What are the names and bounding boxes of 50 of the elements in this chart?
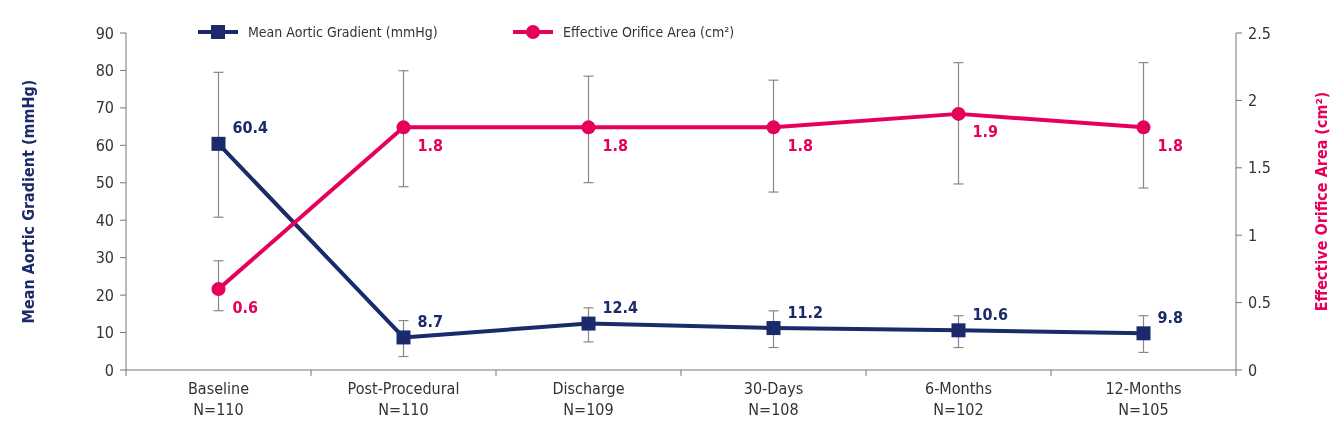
data-label: 8.7 [417,312,443,332]
data-label: 1.8 [1157,135,1183,155]
point [396,330,411,345]
point [951,106,966,121]
point [581,316,596,331]
x-tick-label: 12-Months N=105 [1105,379,1182,419]
point [766,321,781,336]
y2-tick-label: 2.5 [1248,23,1271,43]
data-label: 11.2 [787,302,824,322]
data-label: 10.6 [972,304,1009,324]
y-tick-label: 50 [95,173,114,193]
y2-tick-label: 2 [1248,91,1258,110]
point [211,136,226,151]
y2-tick-label: 1.5 [1248,158,1271,178]
point [951,323,966,338]
data-label: 12.4 [602,298,639,318]
data-label: 1.8 [787,135,813,155]
y-tick-label: 20 [95,285,114,305]
legend-label: Effective Orifice Area (cm²) [563,23,735,40]
y-tick-label: 60 [95,135,114,155]
y-tick-label: 30 [95,248,114,268]
x-tick-label: Discharge N=109 [552,379,625,419]
x-tick-label: 30-Days N=108 [743,379,804,419]
point [581,120,596,135]
y-tick-label: 90 [95,23,114,43]
point [1136,326,1151,341]
data-label: 9.8 [1157,307,1183,327]
point [1136,120,1151,135]
x-tick-label: 6-Months N=102 [925,379,992,419]
data-label: 1.9 [972,122,998,142]
point [396,120,411,135]
data-label: 0.6 [232,297,258,317]
y-tick-label: 40 [95,210,114,230]
x-tick-label: Post-Procedural N=110 [347,379,460,419]
point [766,120,781,135]
y-tick-label: 0 [104,360,114,380]
y-tick-label: 80 [95,61,114,81]
point [211,282,226,297]
legend-label: Mean Aortic Gradient (mmHg) [248,23,438,40]
y-tick-label: 10 [95,323,114,343]
x-tick-label: Baseline N=110 [187,379,250,419]
y-axis-title: Mean Aortic Gradient (mmHg) [19,79,38,324]
data-label: 60.4 [232,118,269,138]
y2-tick-label: 0.5 [1248,293,1271,313]
y2-axis-title: Effective Orifice Area (cm²) [1312,91,1331,312]
y2-tick-label: 0 [1248,360,1258,380]
y2-tick-label: 1 [1248,225,1258,245]
data-label: 1.8 [417,135,443,155]
data-label: 1.8 [602,135,628,155]
y-tick-label: 70 [95,98,114,118]
